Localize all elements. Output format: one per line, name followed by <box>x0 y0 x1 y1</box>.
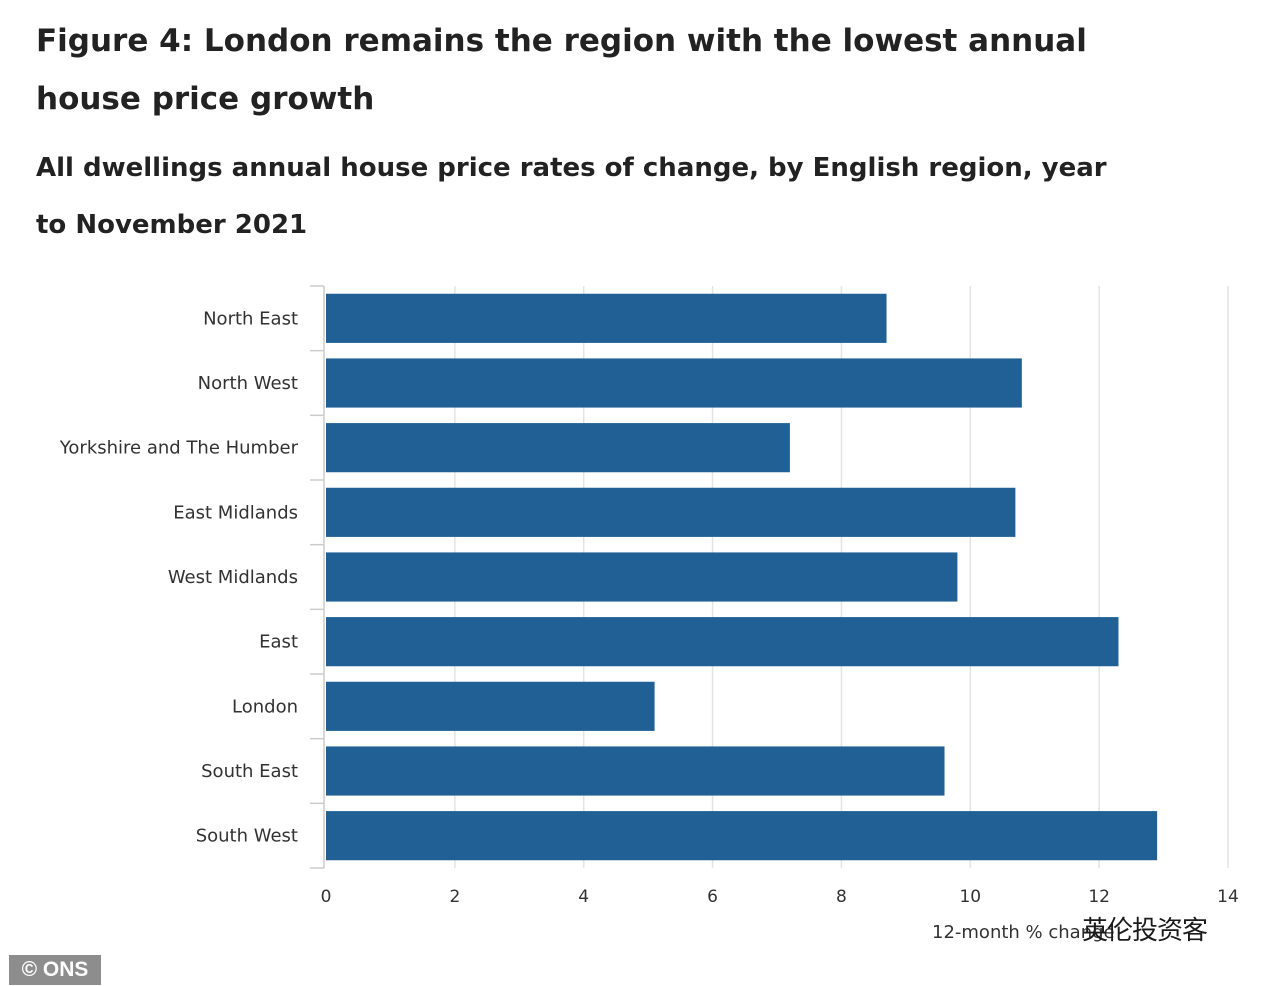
bar-north-east <box>326 293 887 343</box>
category-label-south-east: South East <box>201 761 298 782</box>
category-label-london: London <box>232 696 298 717</box>
x-tick-label-4: 4 <box>578 887 589 907</box>
bars <box>326 293 1158 861</box>
x-axis-label: 12-month % change <box>932 922 1115 943</box>
x-tick-labels: 0 2 4 6 8 10 12 14 <box>321 887 1239 907</box>
x-tick-label-2: 2 <box>449 887 460 907</box>
x-tick-label-0: 0 <box>321 887 332 907</box>
x-tick-label-14: 14 <box>1217 887 1239 907</box>
bar-south-west <box>326 811 1158 861</box>
bar-yorkshire-and-the-humber <box>326 423 790 473</box>
bar-west-midlands <box>326 552 958 602</box>
bar-east-midlands <box>326 487 1016 537</box>
bar-east <box>326 617 1119 667</box>
category-label-north-east: North East <box>203 308 298 329</box>
y-axis <box>310 285 325 869</box>
category-label-east: East <box>259 632 298 653</box>
x-tick-label-6: 6 <box>707 887 718 907</box>
ons-credit: © ONS <box>9 955 101 985</box>
category-labels: North East North West Yorkshire and The Hu… <box>59 308 299 846</box>
x-tick-label-12: 12 <box>1088 887 1110 907</box>
category-label-east-midlands: East Midlands <box>173 502 298 523</box>
category-label-yorkshire-and-the-humber: Yorkshire and The Humber <box>59 438 299 459</box>
x-tick-label-8: 8 <box>836 887 847 907</box>
x-tick-label-10: 10 <box>959 887 981 907</box>
category-label-west-midlands: West Midlands <box>168 567 298 588</box>
category-label-south-west: South West <box>196 826 298 847</box>
category-label-north-west: North West <box>198 373 298 394</box>
watermark-text: 英伦投资客 <box>1082 916 1208 946</box>
chart-subtitle: All dwellings annual house price rates o… <box>36 153 1107 240</box>
bar-north-west <box>326 358 1022 408</box>
chart-title: Figure 4: London remains the region with… <box>36 23 1087 117</box>
bar-london <box>326 681 655 731</box>
bar-south-east <box>326 746 945 796</box>
